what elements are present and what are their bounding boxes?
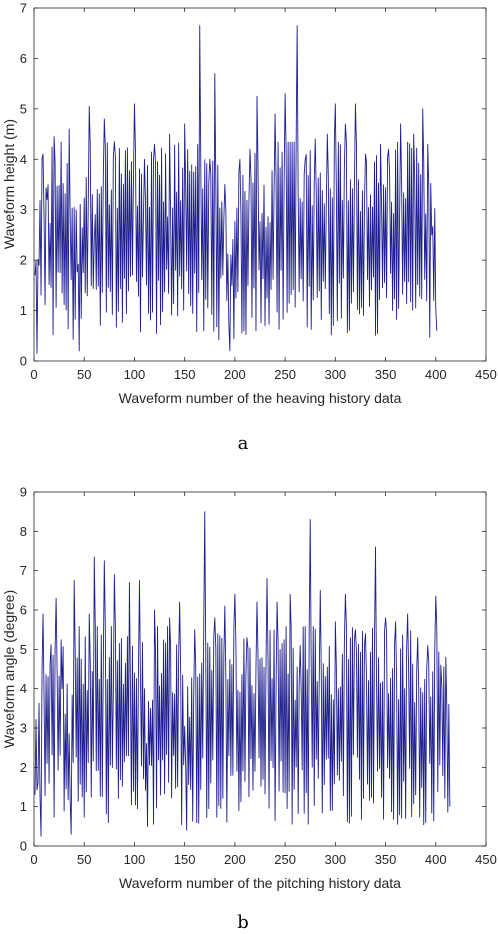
y-tick-label: 6 (20, 603, 27, 618)
y-tick-label: 3 (20, 202, 27, 217)
x-axis-label-a: Waveform number of the heaving history d… (119, 390, 402, 406)
panel-b: 0 50 100 150 200 250 300 350 400 450 0 1 2 3 4 5 6 7 8 9 Wa… (1, 485, 497, 934)
x-tick-label: 0 (30, 367, 37, 382)
x-tick-label: 250 (274, 852, 296, 867)
y-tick-label: 5 (20, 101, 27, 116)
y-tick-label: 8 (20, 524, 27, 539)
x-tick-label: 400 (425, 367, 447, 382)
x-tick-label: 100 (124, 852, 146, 867)
y-tick-label: 1 (20, 799, 27, 814)
axes-box-a (33, 7, 487, 362)
y-tick-label: 6 (20, 51, 27, 66)
x-tick-label: 0 (30, 852, 37, 867)
caption-a: a (238, 433, 249, 454)
x-tick-label: 450 (475, 852, 497, 867)
panel-a: 0 50 100 150 200 250 300 350 400 450 0 1 2 3 4 5 6 7 Wave… (1, 1, 497, 455)
caption-b: b (237, 912, 249, 933)
y-tick-label: 0 (20, 354, 27, 369)
axes-box-b (33, 491, 487, 847)
series-line-a (34, 25, 438, 354)
y-tick-label: 0 (20, 839, 27, 854)
y-tick-label: 7 (20, 1, 27, 16)
ticks-a (33, 7, 487, 362)
y-tick-label: 9 (20, 485, 27, 500)
series-line-b (34, 511, 451, 837)
y-tick-label: 5 (20, 642, 27, 657)
x-tick-label: 400 (425, 852, 447, 867)
y-tick-label: 4 (20, 681, 27, 696)
x-tick-label: 300 (324, 367, 346, 382)
x-tick-label: 250 (274, 367, 296, 382)
x-tick-label: 200 (224, 367, 246, 382)
y-tick-label: 2 (20, 760, 27, 775)
x-tick-label: 200 (224, 852, 246, 867)
tick-labels-a: 0 50 100 150 200 250 300 350 400 450 0 1 2 3 4 5 6 7 (20, 1, 497, 383)
y-axis-label-a: Waveform height (m) (1, 119, 17, 249)
ticks-b (33, 491, 487, 847)
x-tick-label: 50 (77, 852, 91, 867)
x-tick-label: 450 (475, 367, 497, 382)
y-tick-label: 3 (20, 721, 27, 736)
tick-labels-b: 0 50 100 150 200 250 300 350 400 450 0 1 2 3 4 5 6 7 8 9 (20, 485, 497, 868)
x-tick-label: 350 (375, 367, 397, 382)
y-tick-label: 4 (20, 152, 27, 167)
y-tick-label: 1 (20, 303, 27, 318)
x-tick-label: 350 (375, 852, 397, 867)
x-tick-label: 300 (324, 852, 346, 867)
x-tick-label: 150 (174, 852, 196, 867)
y-axis-label-b: Waveform angle (degree) (1, 590, 17, 748)
x-tick-label: 150 (174, 367, 196, 382)
x-tick-label: 50 (77, 367, 91, 382)
x-tick-label: 100 (124, 367, 146, 382)
y-tick-label: 7 (20, 563, 27, 578)
y-tick-label: 2 (20, 253, 27, 268)
x-axis-label-b: Waveform number of the pitching history … (119, 875, 401, 891)
